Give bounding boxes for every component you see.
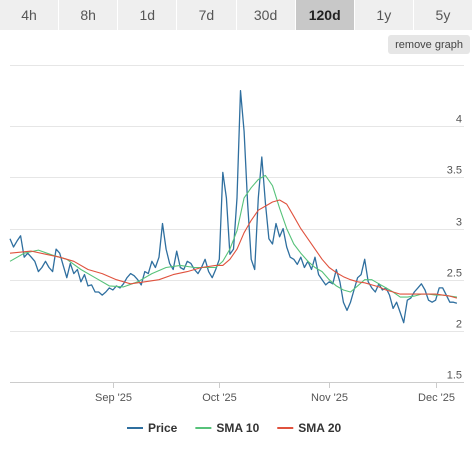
price-line bbox=[9, 89, 458, 324]
legend-label-price: Price bbox=[148, 421, 178, 435]
tab-1y[interactable]: 1y bbox=[354, 0, 414, 30]
x-tick-label: Sep '25 bbox=[95, 392, 132, 404]
x-tick-label: Dec '25 bbox=[418, 392, 455, 404]
y-tick-label: 3 bbox=[456, 217, 462, 229]
legend-label-sma-20: SMA 20 bbox=[298, 421, 341, 435]
tab-7d[interactable]: 7d bbox=[177, 0, 237, 30]
y-tick-label: 2.5 bbox=[447, 268, 462, 280]
tab-8h[interactable]: 8h bbox=[59, 0, 119, 30]
tab-1d[interactable]: 1d bbox=[118, 0, 178, 30]
y-tick-label: 3.5 bbox=[447, 165, 462, 177]
sma-10-line bbox=[9, 174, 457, 298]
tab-120d[interactable]: 120d bbox=[295, 0, 355, 30]
tab-4h[interactable]: 4h bbox=[0, 0, 60, 30]
y-tick-label: 1.5 bbox=[447, 370, 462, 382]
y-tick-label: 2 bbox=[456, 319, 462, 331]
y-tick-label: 4 bbox=[456, 114, 462, 126]
tab-5y[interactable]: 5y bbox=[413, 0, 472, 30]
sma-20-line bbox=[9, 199, 458, 299]
x-tick-label: Oct '25 bbox=[202, 392, 237, 404]
legend-label-sma-10: SMA 10 bbox=[216, 421, 259, 435]
x-tick-label: Nov '25 bbox=[311, 392, 348, 404]
range-tab-bar: 4h 8h 1d 7d 30d 120d 1y 5y bbox=[0, 0, 472, 30]
tab-30d[interactable]: 30d bbox=[236, 0, 296, 30]
remove-graph-button[interactable]: remove graph bbox=[388, 35, 470, 54]
price-chart: 1.5 2 2.5 3 3.5 4 Sep '25 Oct '25 Nov '25 Dec '25… bbox=[9, 65, 464, 435]
